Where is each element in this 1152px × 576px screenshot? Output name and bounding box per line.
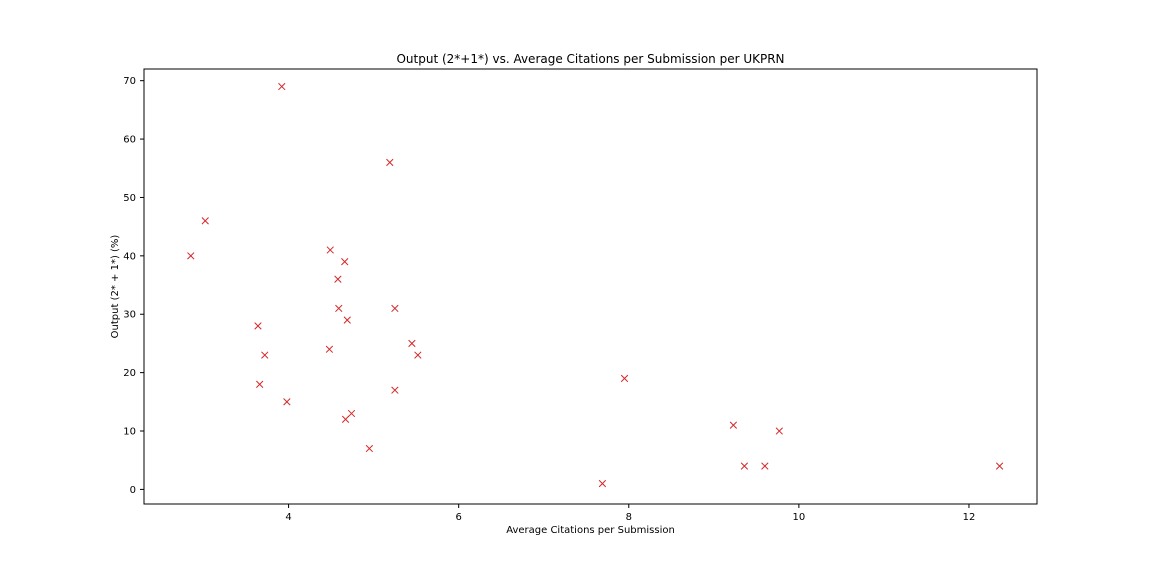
data-point <box>341 258 349 266</box>
data-point <box>334 275 342 283</box>
data-point <box>278 82 286 91</box>
data-point <box>347 409 356 418</box>
y-tick-label: 0 <box>130 485 136 496</box>
y-tick-label: 40 <box>123 251 136 262</box>
data-point <box>598 479 607 488</box>
data-point <box>187 252 195 260</box>
data-point <box>391 386 399 394</box>
data-point <box>995 462 1004 470</box>
x-axis: 4 6 8 10 12 <box>285 504 975 523</box>
data-point <box>414 351 422 359</box>
y-tick-label: 10 <box>123 427 136 438</box>
data-point <box>386 158 394 167</box>
data-point <box>761 462 769 470</box>
plot-area <box>143 68 1038 505</box>
y-tick-label: 60 <box>123 135 136 146</box>
y-tick-label: 20 <box>123 368 136 379</box>
y-tick-label: 30 <box>123 310 136 321</box>
data-point <box>325 345 334 353</box>
x-tick-label: 4 <box>285 512 291 523</box>
x-tick-label: 6 <box>455 512 461 523</box>
data-point <box>261 351 269 359</box>
data-point <box>740 462 749 470</box>
x-axis-label: Average Citations per Submission <box>506 525 675 536</box>
data-point <box>391 304 399 313</box>
y-tick-label: 70 <box>123 76 136 87</box>
data-point <box>729 421 738 429</box>
data-point <box>256 380 264 388</box>
data-point <box>343 316 351 324</box>
y-axis-label: Output (2* + 1*) (%) <box>110 235 121 339</box>
data-point <box>365 444 374 453</box>
data-point <box>408 339 416 348</box>
x-tick-label: 10 <box>792 512 805 523</box>
data-point <box>335 304 343 313</box>
x-tick-label: 12 <box>963 512 976 523</box>
data-points <box>187 82 1004 488</box>
data-point <box>341 415 350 423</box>
data-point <box>775 427 783 435</box>
x-tick-label: 8 <box>626 512 632 523</box>
data-point <box>620 374 629 383</box>
data-point <box>326 246 334 254</box>
data-point <box>283 398 291 406</box>
y-axis: 0 10 20 30 40 50 60 70 <box>123 76 144 496</box>
data-point <box>254 322 262 330</box>
y-tick-label: 50 <box>123 193 136 204</box>
chart-title: Output (2*+1*) vs. Average Citations per… <box>396 52 784 66</box>
data-point <box>201 217 209 225</box>
